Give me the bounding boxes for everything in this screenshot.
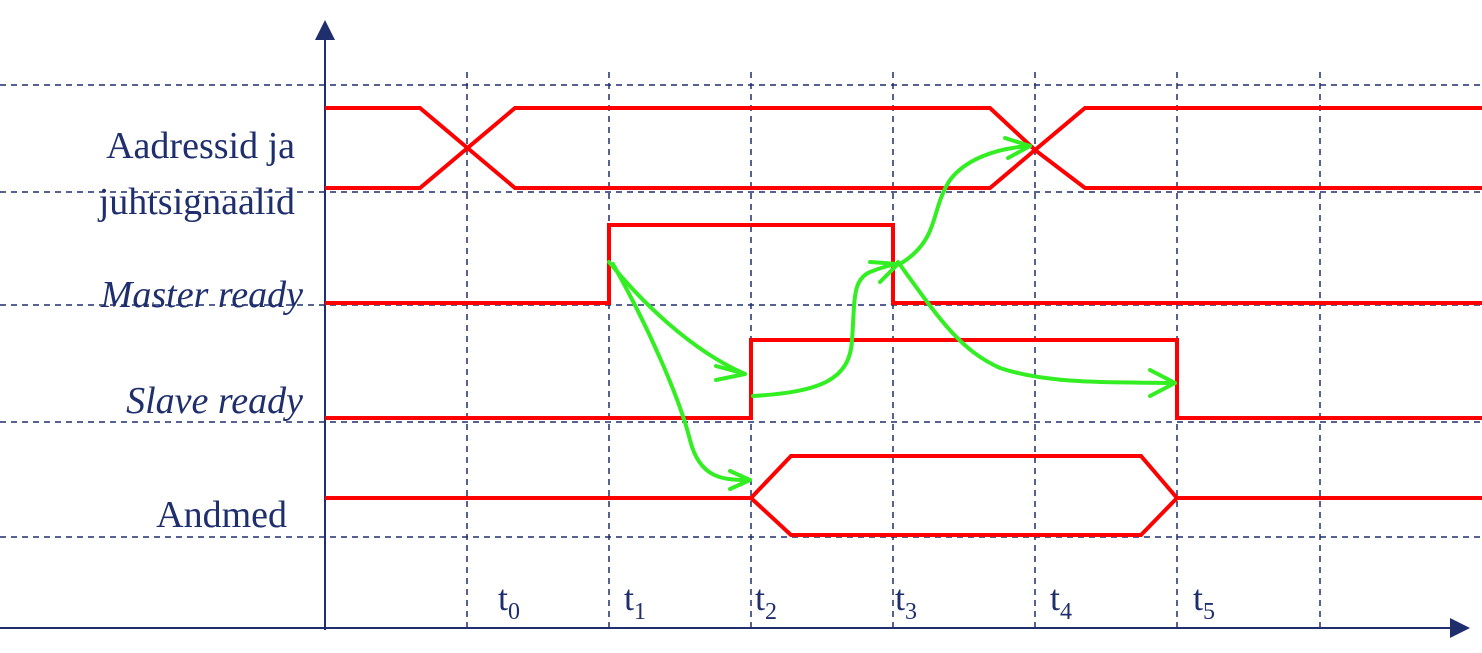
arrow-master-to-addr-head bbox=[1003, 136, 1032, 160]
time-label-t2: t2 bbox=[755, 578, 777, 625]
arrow-master-to-data bbox=[611, 262, 752, 482]
causality-arrows bbox=[607, 136, 1177, 491]
arrow-master-to-addr bbox=[898, 144, 1032, 266]
signal-labels: Aadressid ja juhtsignaalid Master ready … bbox=[97, 125, 303, 536]
time-label-t3: t3 bbox=[895, 578, 917, 625]
signal-label-addr-line1: Aadressid ja bbox=[106, 125, 295, 167]
signal-label-addr-line2: juhtsignaalid bbox=[97, 181, 295, 223]
time-label-t5: t5 bbox=[1193, 578, 1215, 625]
time-label-t1: t1 bbox=[624, 578, 646, 625]
arrow-master-to-slave bbox=[607, 260, 747, 376]
grid-horizontal bbox=[0, 84, 1482, 538]
signal-label-data: Andmed bbox=[156, 494, 287, 536]
waveform-addr-upper bbox=[325, 106, 1482, 190]
waveform-slave-ready bbox=[325, 338, 1482, 420]
arrow-slave-to-master bbox=[751, 262, 900, 398]
waveforms bbox=[325, 106, 1482, 537]
time-labels: t0 t1 t2 t3 t4 t5 bbox=[498, 578, 1215, 625]
time-label-t0: t0 bbox=[498, 578, 520, 625]
waveform-data bbox=[325, 454, 1482, 537]
arrow-master-to-slave-head bbox=[714, 364, 747, 382]
waveform-master-ready bbox=[325, 223, 1482, 305]
signal-label-slave-ready: Slave ready bbox=[126, 380, 303, 422]
waveform-addr-lower bbox=[325, 106, 1482, 190]
arrow-master-to-slave-release-head bbox=[1148, 368, 1177, 398]
time-label-t4: t4 bbox=[1050, 578, 1072, 625]
grid-vertical bbox=[466, 72, 1321, 628]
signal-label-master-ready: Master ready bbox=[100, 274, 303, 316]
arrow-master-to-data-head bbox=[728, 469, 752, 491]
arrow-master-to-slave-release bbox=[896, 260, 1177, 385]
